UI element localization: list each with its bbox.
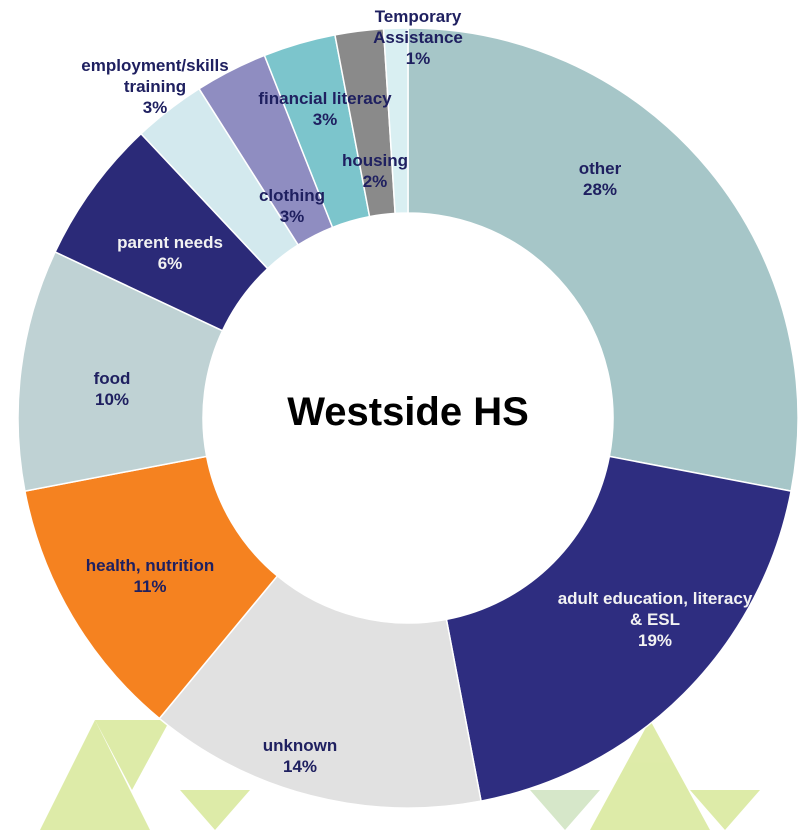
donut-slice — [158, 574, 482, 809]
category-label: adult education, literacy & ESL — [557, 589, 753, 629]
value-label: 10% — [94, 390, 130, 409]
slice-label: parent needs 6% — [85, 232, 255, 274]
value-label: 19% — [637, 631, 673, 650]
category-label: unknown — [262, 736, 338, 755]
donut-slice — [382, 27, 409, 215]
value-label: 6% — [157, 254, 183, 273]
value-label: 3% — [279, 207, 305, 226]
value-label: 28% — [582, 180, 618, 199]
value-label: 2% — [362, 172, 388, 191]
slice-label: other 28% — [540, 158, 660, 200]
category-label: other — [578, 159, 622, 178]
slice-label: food 10% — [72, 368, 152, 410]
value-label: 3% — [142, 98, 168, 117]
category-label: clothing — [258, 186, 326, 205]
donut-slice — [445, 455, 792, 802]
slice-label: health, nutrition 11% — [45, 555, 255, 597]
value-label: 14% — [282, 757, 318, 776]
category-label: employment/skills training — [81, 56, 229, 96]
slice-label: clothing 3% — [237, 185, 347, 227]
slice-label: adult education, literacy & ESL 19% — [550, 588, 760, 651]
category-label: Temporary Assistance — [373, 7, 463, 47]
category-label: food — [93, 369, 131, 388]
slice-label: employment/skills training 3% — [60, 55, 250, 118]
value-label: 11% — [133, 577, 167, 596]
slice-label: unknown 14% — [240, 735, 360, 777]
value-label: 3% — [312, 110, 338, 129]
background-decoration — [40, 720, 760, 830]
category-label: parent needs — [117, 233, 223, 252]
category-label: health, nutrition — [85, 556, 215, 575]
center-label: Westside HS — [287, 390, 529, 434]
category-label: financial literacy — [258, 89, 392, 108]
donut-slice — [24, 455, 279, 720]
category-label: housing — [341, 151, 409, 170]
value-label: 1% — [405, 49, 431, 68]
slice-label: Temporary Assistance 1% — [358, 6, 478, 69]
slice-label: financial literacy 3% — [225, 88, 425, 130]
slice-label: housing 2% — [330, 150, 420, 192]
